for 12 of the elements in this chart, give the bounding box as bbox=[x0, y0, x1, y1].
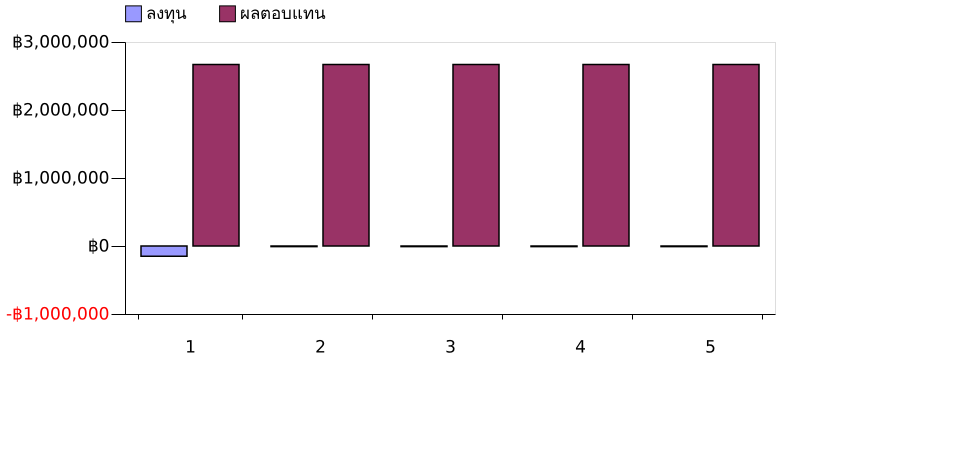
y-tick-label: -฿1,000,000 bbox=[6, 304, 110, 324]
y-tick-label: ฿2,000,000 bbox=[12, 100, 110, 120]
y-tick-label: ฿0 bbox=[88, 236, 110, 256]
x-tick-label: 5 bbox=[705, 338, 716, 358]
x-tick-label: 2 bbox=[315, 338, 326, 358]
y-tick-label: ฿3,000,000 bbox=[12, 32, 110, 52]
y-tick-label: ฿1,000,000 bbox=[12, 168, 110, 188]
legend-label: ผลตอบแทน bbox=[240, 4, 326, 24]
x-tick-label: 1 bbox=[185, 338, 196, 358]
x-tick-label: 4 bbox=[575, 338, 586, 358]
x-tick-label: 3 bbox=[445, 338, 456, 358]
legend-label: ลงทุน bbox=[146, 4, 187, 24]
